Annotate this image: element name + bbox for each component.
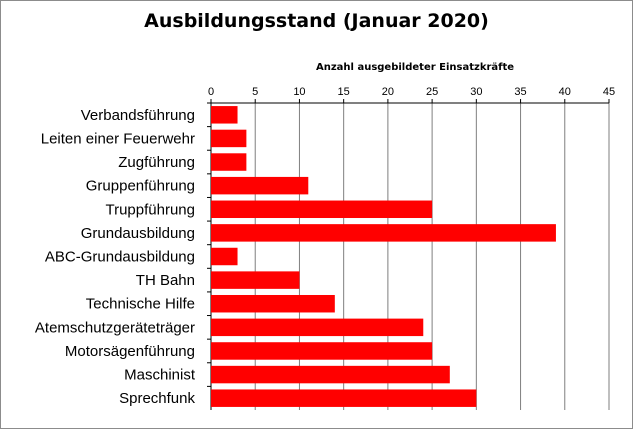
- x-tick-label: 25: [426, 86, 438, 98]
- bar: [211, 153, 247, 171]
- x-tick-label: 20: [382, 86, 394, 98]
- category-label: Gruppenführung: [86, 178, 195, 195]
- category-label: TH Bahn: [136, 272, 195, 289]
- x-axis-label: Anzahl ausgebildeter Einsatzkräfte: [316, 62, 515, 73]
- bar: [211, 365, 450, 384]
- x-tick-label: 0: [208, 86, 214, 98]
- x-tick-label: 40: [559, 86, 571, 98]
- category-label: Motorsägenführung: [65, 343, 195, 360]
- bar: [211, 342, 433, 360]
- x-tick-label: 5: [252, 86, 258, 98]
- category-label: Maschinist: [124, 367, 196, 384]
- chart-title: Ausbildungsstand (Januar 2020): [144, 10, 489, 32]
- x-tick-label: 10: [293, 86, 305, 98]
- bar: [211, 129, 247, 148]
- x-tick-label: 35: [514, 86, 526, 98]
- category-label: ABC-Grundausbildung: [45, 249, 195, 266]
- category-label: Technische Hilfe: [86, 296, 195, 313]
- x-tick-label: 30: [470, 86, 482, 98]
- bar: [211, 318, 424, 337]
- bar: [211, 271, 300, 289]
- category-label: Grundausbildung: [81, 225, 195, 242]
- category-label: Atemschutzgeräteträger: [35, 319, 195, 336]
- bar: [211, 247, 238, 266]
- category-label: Sprechfunk: [119, 390, 195, 407]
- category-label: Leiten einer Feuerwehr: [41, 130, 195, 147]
- x-tick-label: 45: [603, 86, 615, 98]
- x-tick-label: 15: [338, 86, 350, 98]
- bar: [211, 176, 309, 195]
- bar: [211, 389, 477, 407]
- bar: [211, 224, 556, 242]
- bar: [211, 200, 433, 219]
- category-label: Verbandsführung: [81, 107, 195, 124]
- category-label: Zugführung: [118, 154, 195, 171]
- category-label: Truppführung: [105, 201, 195, 218]
- bar: [211, 106, 238, 124]
- bar: [211, 294, 335, 313]
